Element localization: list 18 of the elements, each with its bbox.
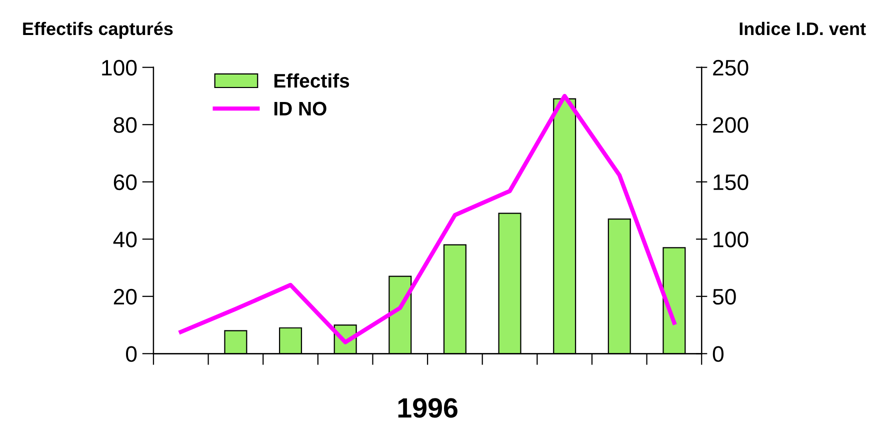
y2-tick-label: 50 — [712, 288, 736, 305]
legend-label: Effectifs — [274, 73, 350, 88]
y2-tick-label: 200 — [713, 117, 748, 133]
y2-axis-title: Indice I.D. vent — [740, 22, 866, 36]
y2-tick-label: 0 — [712, 346, 724, 362]
legend-label: ID NO — [274, 102, 326, 116]
y-tick-label: 80 — [114, 117, 137, 133]
y-tick-label: 40 — [113, 232, 137, 248]
line-series — [178, 94, 676, 344]
y-tick-label: 0 — [126, 346, 137, 362]
y-tick-label: 60 — [114, 174, 137, 190]
y-tick-label: 20 — [114, 288, 137, 305]
y2-tick-label: 150 — [714, 174, 748, 190]
y-axis-title: Effectifs capturés — [23, 22, 173, 39]
y-tick-label: 100 — [102, 60, 137, 76]
y2-tick-label: 100 — [714, 232, 748, 248]
y2-tick-label: 250 — [713, 60, 748, 76]
x-axis-title: 1996 — [398, 398, 458, 418]
